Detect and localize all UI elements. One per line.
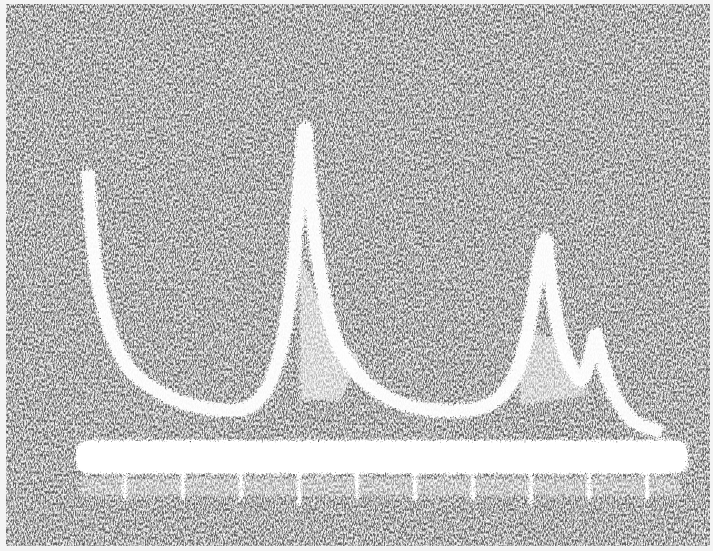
page: (() => { const data = JSON.parse(documen… (0, 0, 713, 551)
oscilloscope-photo (0, 0, 713, 551)
baseline-band (76, 440, 688, 474)
baseline-noise (80, 478, 680, 496)
